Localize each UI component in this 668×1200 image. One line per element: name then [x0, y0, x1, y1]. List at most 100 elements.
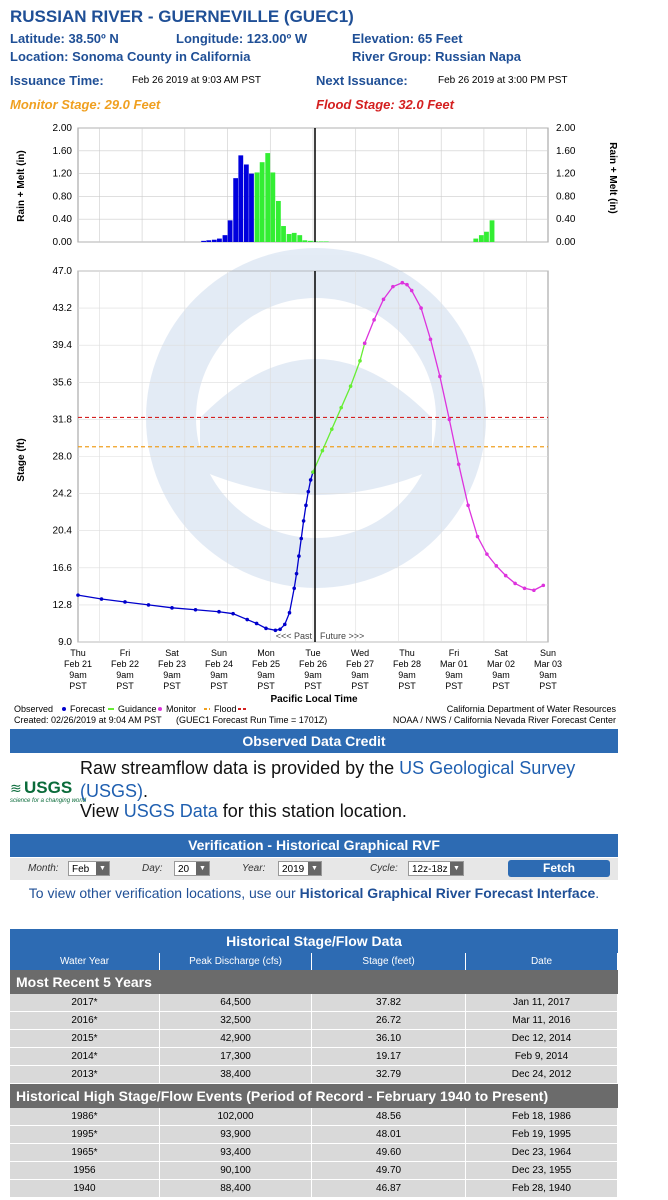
cycle-select[interactable]: 12z-18z ▼: [408, 861, 464, 876]
stage-point: [532, 588, 536, 593]
precip-ytick-label-right: 1.20: [556, 169, 576, 180]
cell: 2013*: [10, 1065, 160, 1084]
stage-xtick-label: PST: [304, 681, 322, 691]
cell: 37.82: [311, 994, 467, 1012]
stage-point: [503, 573, 508, 578]
precip-bar: [238, 155, 244, 242]
month-label: Month:: [28, 863, 59, 874]
stage-xtick-label: Feb 27: [346, 659, 374, 669]
cell: 1940: [10, 1179, 160, 1198]
cycle-label: Cycle:: [370, 863, 398, 874]
stage-xtick-label: Feb 23: [158, 659, 186, 669]
stage-point: [362, 341, 367, 346]
latitude: Latitude: 38.50º N: [10, 31, 119, 46]
stage-point: [308, 478, 313, 482]
cell: Feb 18, 1986: [465, 1108, 618, 1126]
year-select[interactable]: 2019 ▼: [278, 861, 322, 876]
stage-ytick-label: 39.4: [53, 340, 73, 351]
stage-xtick-label: 9am: [163, 670, 181, 680]
usgs-logo-icon[interactable]: ≋ USGS science for a changing world: [10, 779, 86, 807]
stage-point: [330, 427, 334, 431]
fetch-button[interactable]: Fetch: [508, 860, 610, 877]
col-date: Date: [465, 953, 618, 970]
stage-point: [475, 534, 480, 539]
run-time-text: (GUEC1 Forecast Run Time = 1701Z): [176, 715, 327, 725]
stage-point: [76, 593, 80, 597]
hydrograph-chart: 2.00 2.00 1.60 1.60 1.20 1.20 0.80 0.80 0.40 0.40…: [14, 123, 618, 725]
precip-bar: [270, 172, 276, 242]
precip-bar: [323, 241, 329, 242]
stage-ytick-label: 16.6: [53, 563, 73, 574]
section-events-title: Historical High Stage/Flow Events (Perio…: [10, 1083, 618, 1108]
precip-bar: [259, 162, 265, 242]
stage-point: [311, 470, 315, 474]
cell: 102,000: [159, 1108, 313, 1126]
stage-point: [419, 306, 423, 310]
stage-xtick-label: PST: [539, 681, 557, 691]
precip-bar: [222, 235, 228, 242]
precip-bar: [275, 200, 281, 242]
stage-point: [99, 597, 104, 601]
cell: 93,400: [159, 1143, 313, 1162]
stage-xtick-label: 9am: [257, 670, 275, 680]
stage-point: [339, 405, 344, 410]
precip-bar: [211, 239, 217, 242]
precip-ytick-label: 0.00: [53, 237, 73, 248]
credit-line-2-end: for this station location.: [217, 801, 407, 821]
table-row: 2014* 17,300 19.17 Feb 9, 2014: [10, 1047, 618, 1066]
stage-xtick-label: PST: [210, 681, 228, 691]
stage-xtick-label: Sun: [211, 648, 227, 658]
verification-info: To view other verification locations, us…: [10, 882, 618, 904]
stage-point: [245, 617, 249, 622]
stage-xtick-label: Thu: [70, 648, 86, 658]
precip-ylabel-right: Rain + Melt (in): [607, 142, 618, 213]
stage-series-line: [77, 471, 314, 631]
stage-point: [297, 554, 301, 558]
legend-forecast: Forecast: [70, 704, 106, 714]
table-row: 2016* 32,500 26.72 Mar 11, 2016: [10, 1011, 618, 1030]
stage-point: [278, 627, 282, 632]
usgs-link[interactable]: US Geological Survey (USGS): [80, 758, 576, 801]
section-recent-title: Most Recent 5 Years: [10, 970, 618, 994]
stage-xtick-label: Feb 25: [252, 659, 280, 669]
credit-line-1: Raw streamflow data is provided by the U…: [80, 757, 610, 803]
stage-point: [541, 583, 546, 588]
cell: Dec 12, 2014: [465, 1029, 618, 1048]
chevron-down-icon: ▼: [196, 862, 209, 875]
flood-stage: Flood Stage: 32.0 Feet: [316, 97, 454, 112]
day-select[interactable]: 20 ▼: [174, 861, 210, 876]
stage-point: [456, 462, 461, 467]
stage-ytick-label: 35.6: [53, 377, 73, 388]
stage-point: [301, 519, 306, 523]
usgs-wave-icon: ≋: [10, 780, 22, 796]
historical-rfi-link[interactable]: Historical Graphical River Forecast Inte…: [299, 885, 596, 901]
stage-xtick-label: Mon: [257, 648, 275, 658]
past-label: <<< Past: [276, 631, 313, 641]
cell: 49.60: [311, 1143, 467, 1162]
next-issuance-label: Next Issuance:: [316, 73, 408, 88]
issuance-value: Feb 26 2019 at 9:03 AM PST: [132, 75, 261, 86]
usgs-data-link[interactable]: USGS Data: [123, 801, 218, 821]
cell: 48.01: [311, 1125, 467, 1144]
precip-bar: [233, 178, 239, 242]
precip-bar: [265, 153, 271, 242]
cell: 2016*: [10, 1011, 160, 1030]
credit-noaa: NOAA / NWS / California Nevada River For…: [393, 715, 616, 725]
usgs-tagline: science for a changing world: [10, 798, 87, 804]
precip-ylabel-left: Rain + Melt (in): [16, 150, 27, 221]
stage-point: [294, 571, 299, 576]
stage-xtick-label: 9am: [539, 670, 557, 680]
stage-xtick-label: PST: [398, 681, 416, 691]
cell: Feb 28, 1940: [465, 1179, 618, 1198]
stage-point: [381, 297, 386, 302]
chevron-down-icon: ▼: [450, 862, 463, 875]
cell: 42,900: [159, 1029, 313, 1048]
stage-xtick-label: Feb 26: [299, 659, 327, 669]
stage-xtick-label: Feb 24: [205, 659, 233, 669]
stage-point: [264, 626, 268, 631]
stage-point: [400, 280, 405, 285]
verification-controls: Month: Feb ▼ Day: 20 ▼ Year: 2019 ▼ Cycle: …: [10, 858, 618, 880]
stage-xtick-label: 9am: [304, 670, 322, 680]
month-select[interactable]: Feb ▼: [68, 861, 110, 876]
precip-bar: [281, 226, 286, 242]
